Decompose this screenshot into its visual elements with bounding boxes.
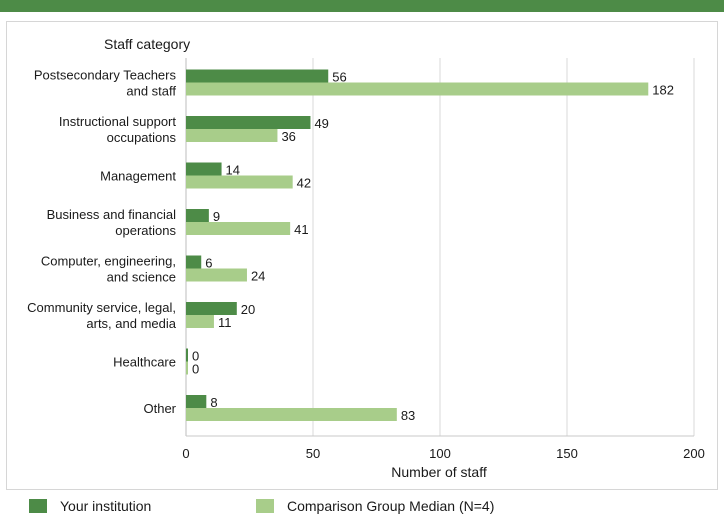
bar-comparison	[186, 361, 188, 375]
legend-swatch-comparison	[256, 499, 274, 513]
bar-your-institution	[186, 162, 222, 176]
data-label: 14	[226, 163, 240, 178]
category-label: Healthcare	[113, 355, 176, 370]
legend-swatch-your-institution	[29, 499, 47, 513]
data-label: 182	[652, 83, 674, 98]
category-label: Instructional support	[59, 114, 176, 129]
bar-your-institution	[186, 116, 311, 129]
category-label: Other	[143, 401, 176, 416]
legend-item-comparison: Comparison Group Median (N=4)	[256, 498, 494, 514]
data-label: 8	[210, 395, 217, 410]
bars	[186, 69, 649, 421]
header-bar	[0, 0, 724, 12]
bar-comparison	[186, 222, 291, 235]
category-label: Community service, legal,	[27, 300, 176, 315]
data-label: 9	[213, 209, 220, 224]
chart-frame: Staff category 56 182 49 36 14 42 9 41 6 24 20 11 0 0…	[6, 21, 718, 490]
data-label: 6	[205, 256, 212, 271]
data-label: 56	[332, 70, 346, 85]
x-tick-label: 200	[683, 446, 705, 461]
bar-comparison	[186, 129, 278, 142]
data-label: 0	[192, 349, 199, 364]
bar-comparison	[186, 268, 247, 282]
legend-item-your-institution: Your institution	[29, 498, 151, 514]
legend-label-comparison: Comparison Group Median (N=4)	[287, 498, 495, 514]
bar-your-institution	[186, 395, 207, 408]
x-tick-label: 150	[556, 446, 578, 461]
legend-label-your-institution: Your institution	[60, 498, 152, 514]
data-label: 20	[241, 302, 255, 317]
category-label: occupations	[107, 130, 177, 145]
x-tick-label: 50	[306, 446, 320, 461]
data-label: 49	[314, 116, 328, 131]
data-label: 41	[294, 222, 308, 237]
data-label: 0	[192, 362, 199, 377]
data-label: 36	[281, 129, 295, 144]
bar-chart: Staff category 5618249361442941624201100…	[27, 36, 705, 480]
x-tick-labels: 0 50 100 150 200	[182, 446, 704, 461]
data-label: 24	[251, 269, 265, 284]
bar-your-institution	[186, 302, 237, 315]
data-label: 11	[218, 315, 232, 330]
grid-lines	[185, 58, 695, 437]
bar-your-institution	[186, 209, 209, 222]
category-label: Management	[100, 169, 176, 184]
data-label: 83	[401, 408, 415, 423]
category-label: Computer, engineering,	[41, 254, 176, 269]
category-label: Business and financial	[47, 207, 176, 222]
legend: Your institution Comparison Group Median…	[0, 496, 724, 518]
category-label: Postsecondary Teachers	[34, 68, 177, 83]
bar-your-institution	[186, 255, 202, 269]
bar-comparison	[186, 82, 649, 96]
x-tick-label: 100	[429, 446, 451, 461]
x-tick-label: 0	[182, 446, 189, 461]
data-label: 42	[297, 176, 311, 191]
bar-comparison	[186, 408, 397, 421]
category-label: operations	[115, 223, 176, 238]
bar-comparison	[186, 315, 214, 328]
bar-your-institution	[186, 348, 188, 362]
category-label: and staff	[126, 84, 176, 99]
category-label: arts, and media	[86, 316, 176, 331]
bar-comparison	[186, 175, 293, 189]
data-labels: 56 182 49 36 14 42 9 41 6 24 20 11 00 8 83	[192, 70, 674, 424]
category-label: and science	[107, 270, 176, 285]
y-axis-title: Staff category	[104, 36, 190, 52]
x-axis-title: Number of staff	[391, 464, 487, 480]
bar-your-institution	[186, 69, 329, 83]
